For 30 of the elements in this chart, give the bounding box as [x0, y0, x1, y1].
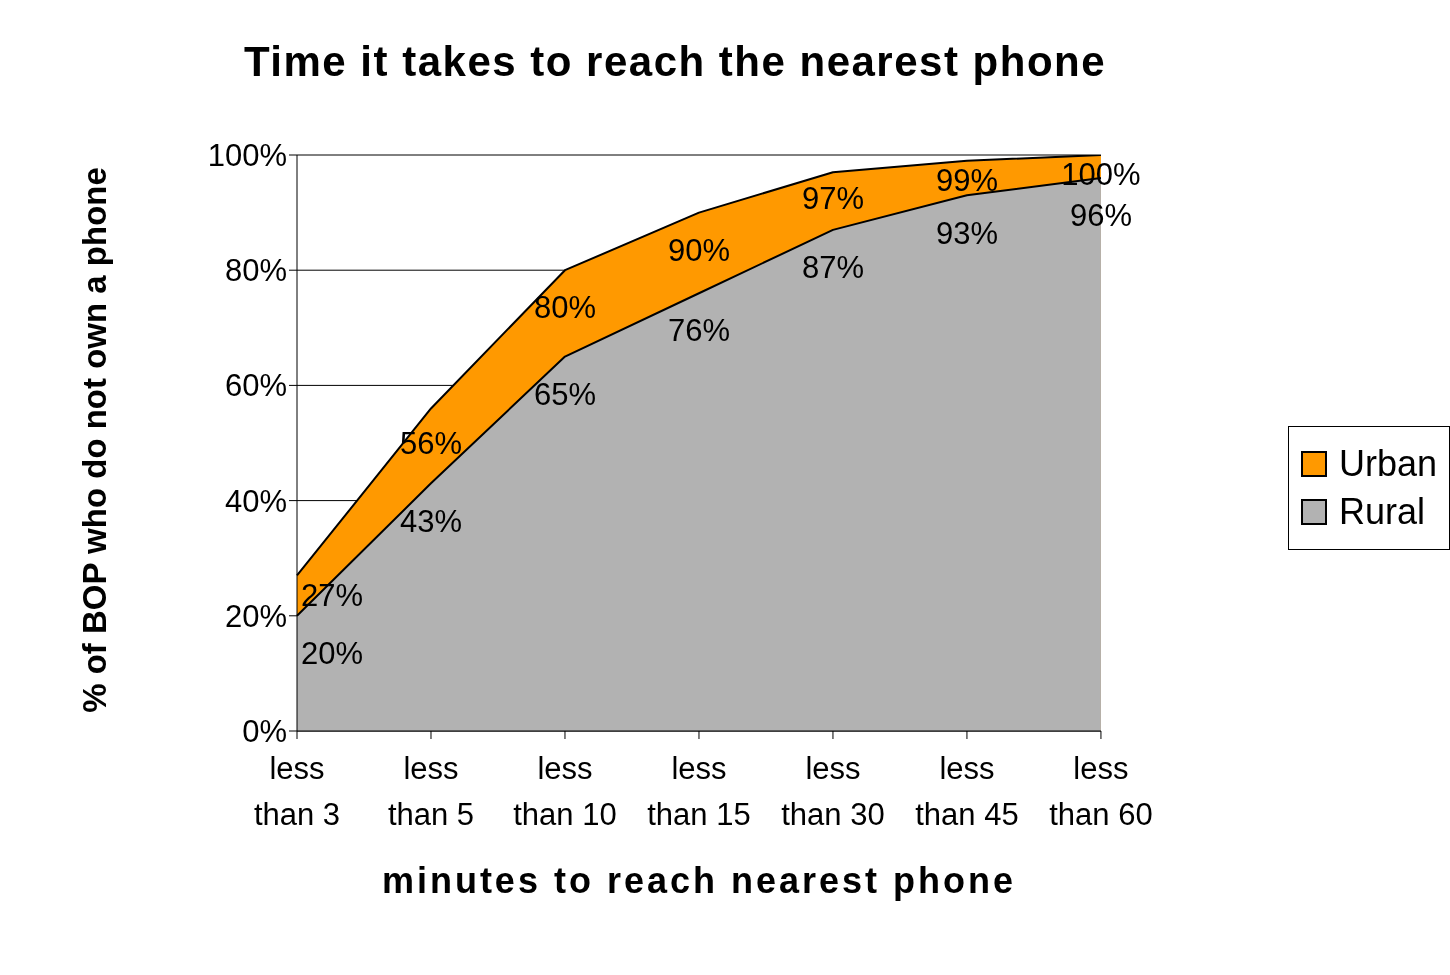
legend-label: Rural [1337, 490, 1426, 533]
data-label: 97% [801, 181, 864, 217]
data-label: 43% [399, 503, 463, 539]
y-axis-title: % of BOP who do not own a phone [75, 166, 114, 715]
y-tick-label: 40% [224, 483, 287, 519]
x-tick-label: less than 15 [647, 751, 751, 832]
data-label: 80% [533, 290, 596, 326]
chart-title: Time it takes to reach the nearest phone [242, 38, 1108, 86]
y-tick-label: 80% [224, 253, 287, 289]
y-tick-label: 20% [224, 598, 287, 634]
x-tick-label: less than 45 [915, 751, 1019, 832]
y-tick-label: 100% [207, 138, 287, 174]
x-tick-label: less than 60 [1049, 751, 1153, 832]
data-label: 65% [533, 376, 596, 412]
data-label: 99% [935, 162, 998, 198]
y-tick-label: 60% [224, 368, 287, 404]
data-label: 93% [935, 215, 998, 251]
data-label: 76% [667, 313, 730, 349]
data-label: 87% [801, 250, 864, 286]
x-tick-label: less than 10 [513, 751, 617, 832]
data-label: 20% [301, 635, 364, 671]
x-tick-label: less than 30 [781, 751, 885, 832]
x-tick-label: less than 3 [253, 751, 341, 832]
data-label: 90% [667, 232, 730, 268]
x-tick-label: less than 5 [387, 751, 475, 832]
legend-label: Urban [1337, 442, 1437, 485]
y-tick-label: 0% [242, 714, 287, 750]
x-axis-title: minutes to reach nearest phone [381, 860, 1017, 901]
data-label: 96% [1069, 198, 1132, 234]
data-label: 56% [399, 426, 463, 462]
